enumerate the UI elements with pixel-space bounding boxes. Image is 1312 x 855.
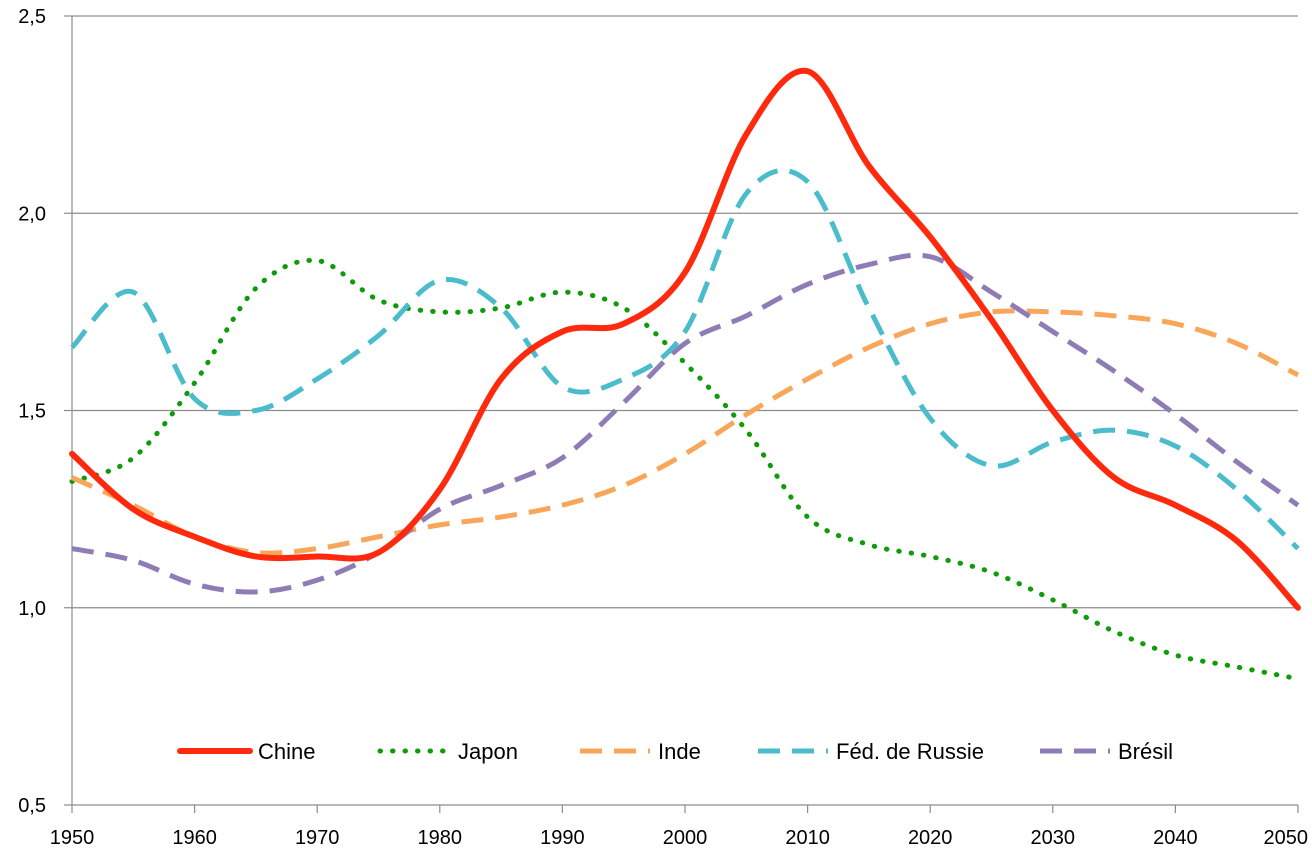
x-tick-label: 2050 xyxy=(1264,827,1309,849)
series-line-0 xyxy=(69,67,1301,611)
legend-label-0: Chine xyxy=(258,739,315,764)
x-tick-label: 1960 xyxy=(172,827,217,849)
legend-label-1: Japon xyxy=(458,739,518,764)
legend-label-3: Féd. de Russie xyxy=(836,739,984,764)
x-tick-label: 2020 xyxy=(908,827,953,849)
x-tick-label: 1950 xyxy=(50,827,95,849)
legend-label-4: Brésil xyxy=(1118,739,1173,764)
x-tick-label: 1980 xyxy=(418,827,463,849)
legend: Chine Japon Inde Féd. de Russie Brésil xyxy=(177,739,1173,764)
y-tick-label: 2,5 xyxy=(18,6,46,28)
axes xyxy=(64,15,1299,813)
y-tick-label: 1,0 xyxy=(18,598,46,620)
x-tick-label: 2000 xyxy=(663,827,708,849)
tick-labels: 0,5 1,0 1,5 2,0 2,5 1950 1960 1970 1980 1990 2000 2… xyxy=(18,6,1308,849)
series-line-3 xyxy=(70,167,1300,551)
series-line-2 xyxy=(70,308,1300,556)
x-tick-label: 2010 xyxy=(785,827,830,849)
series-line-1 xyxy=(69,257,1301,682)
x-tick-label: 1990 xyxy=(540,827,585,849)
x-tick-label: 2040 xyxy=(1153,827,1198,849)
y-tick-label: 1,5 xyxy=(18,401,46,423)
y-tick-label: 2,0 xyxy=(18,203,46,225)
gridlines xyxy=(72,15,1298,609)
y-tick-label: 0,5 xyxy=(18,795,46,817)
x-tick-label: 2030 xyxy=(1031,827,1076,849)
series-lines xyxy=(69,67,1301,682)
x-tick-label: 1970 xyxy=(295,827,340,849)
legend-label-2: Inde xyxy=(658,739,701,764)
series-line-4 xyxy=(71,252,1300,595)
